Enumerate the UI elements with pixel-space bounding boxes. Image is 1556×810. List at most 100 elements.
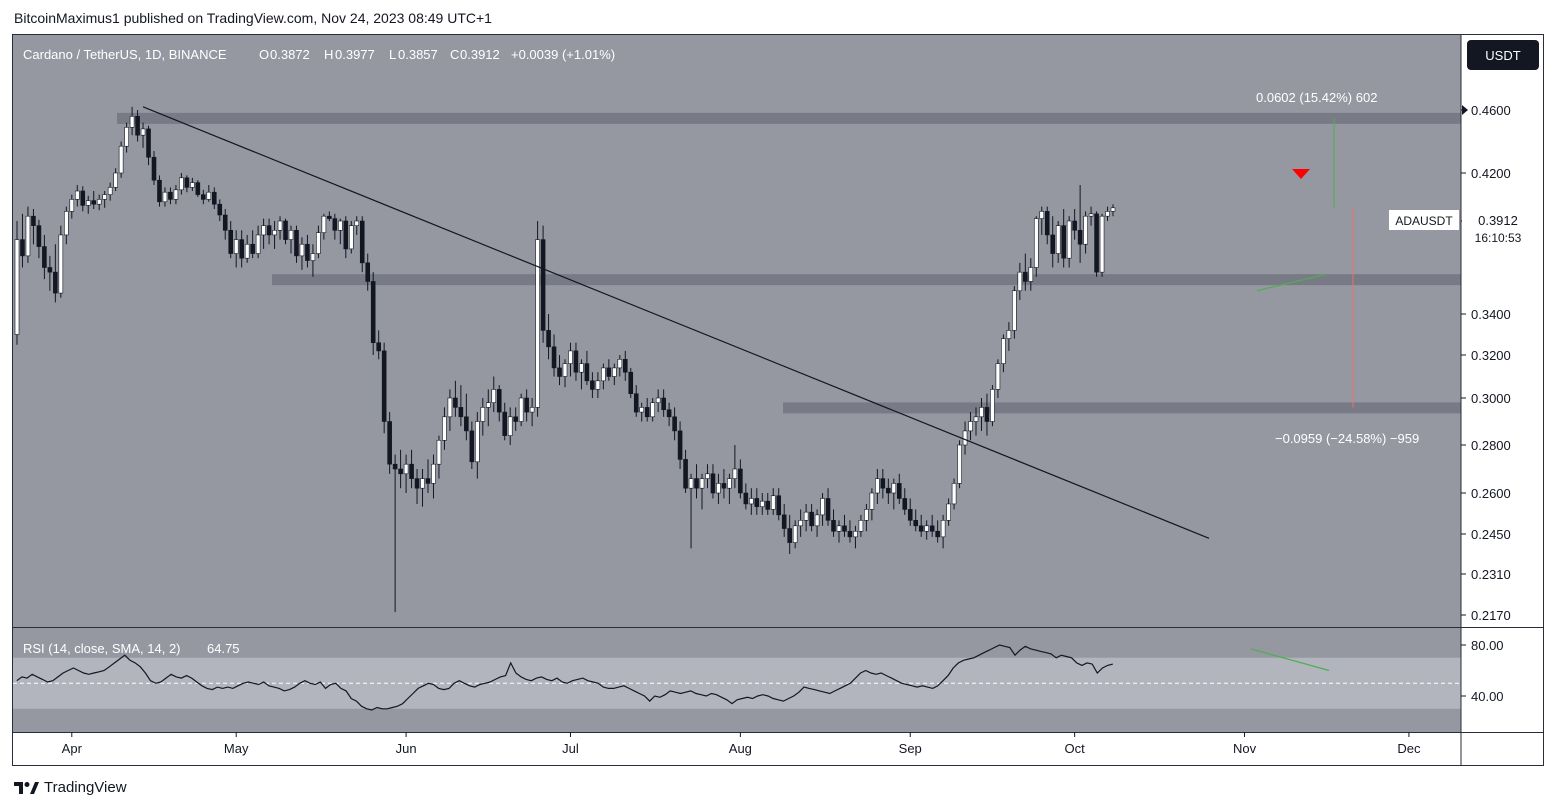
price-tick-label: 0.2450 bbox=[1471, 527, 1511, 542]
candle bbox=[529, 398, 535, 427]
candle bbox=[261, 218, 266, 249]
candle bbox=[425, 459, 431, 493]
candle bbox=[940, 514, 946, 549]
candle-body bbox=[612, 367, 617, 377]
candle-body bbox=[754, 498, 760, 507]
tradingview-logo-icon bbox=[14, 781, 39, 794]
candle bbox=[469, 421, 475, 469]
candle bbox=[842, 514, 847, 537]
candle bbox=[184, 175, 190, 193]
candle bbox=[151, 150, 157, 185]
candle-body bbox=[327, 215, 332, 219]
candle-body bbox=[387, 421, 392, 465]
candle-body bbox=[475, 421, 480, 463]
candle-body bbox=[792, 525, 798, 543]
candle-body bbox=[1001, 338, 1006, 364]
candle-body bbox=[288, 230, 294, 240]
time-tick-label: Apr bbox=[62, 741, 83, 756]
candlestick-chart[interactable]: 0.46000.42000.38000.34000.32000.30000.28… bbox=[13, 35, 1543, 765]
candle-body bbox=[233, 239, 239, 254]
candle-body bbox=[979, 407, 984, 418]
candle bbox=[211, 187, 217, 209]
candle bbox=[1105, 206, 1110, 221]
candle bbox=[935, 520, 940, 543]
candle bbox=[787, 514, 792, 554]
candle bbox=[442, 407, 447, 450]
candle bbox=[875, 469, 880, 504]
candle-body bbox=[1028, 267, 1034, 282]
candle-body bbox=[622, 358, 628, 373]
candle-body bbox=[31, 215, 36, 226]
candle-body bbox=[261, 225, 266, 236]
candle bbox=[579, 359, 584, 390]
candle bbox=[118, 141, 124, 178]
candle-body bbox=[283, 220, 288, 240]
candle-body bbox=[891, 483, 897, 494]
candle bbox=[321, 213, 327, 240]
candle bbox=[595, 372, 601, 398]
candle-body bbox=[168, 191, 173, 200]
candle bbox=[798, 509, 803, 537]
candle bbox=[738, 459, 743, 499]
candle bbox=[1094, 211, 1099, 277]
candle-body bbox=[924, 525, 929, 532]
candle bbox=[716, 473, 721, 504]
candle-body bbox=[968, 421, 973, 432]
candle-body bbox=[573, 350, 579, 373]
candle bbox=[765, 493, 771, 515]
candle bbox=[562, 359, 568, 388]
candle-body bbox=[162, 191, 168, 203]
candle bbox=[277, 216, 283, 240]
candle bbox=[891, 478, 897, 510]
candle-body bbox=[694, 478, 699, 489]
candle bbox=[283, 218, 288, 245]
time-tick-label: May bbox=[224, 741, 249, 756]
chart-frame[interactable]: 0.46000.42000.38000.34000.32000.30000.28… bbox=[12, 34, 1544, 766]
candle-body bbox=[738, 468, 743, 494]
candle bbox=[831, 509, 836, 537]
candle bbox=[359, 216, 365, 273]
candle bbox=[332, 213, 338, 240]
candle bbox=[453, 380, 458, 417]
candle-body bbox=[1033, 218, 1039, 268]
candle-body bbox=[190, 182, 195, 188]
candle bbox=[1006, 322, 1012, 351]
candle-body bbox=[442, 416, 447, 441]
candle bbox=[507, 407, 513, 445]
candle bbox=[683, 449, 688, 493]
candle bbox=[1083, 211, 1088, 254]
candle-body bbox=[1105, 211, 1110, 217]
candle-body bbox=[864, 509, 869, 521]
candle bbox=[864, 503, 869, 532]
candle-body bbox=[650, 402, 655, 418]
published-caption: BitcoinMaximus1 published on TradingView… bbox=[14, 10, 492, 26]
candle-body bbox=[699, 478, 705, 489]
candle bbox=[370, 272, 376, 355]
candle bbox=[338, 218, 343, 245]
price-tick-label: 0.2600 bbox=[1471, 486, 1511, 501]
footer-brand[interactable]: TradingView bbox=[14, 779, 127, 796]
currency-button[interactable]: USDT bbox=[1467, 40, 1539, 70]
price-tick-label: 0.2310 bbox=[1471, 567, 1511, 582]
candle-body bbox=[42, 246, 47, 268]
candle bbox=[688, 473, 694, 549]
candle-body bbox=[929, 525, 935, 532]
candle-body bbox=[74, 190, 80, 200]
candle-body bbox=[507, 416, 513, 436]
candle bbox=[518, 393, 524, 427]
candle bbox=[502, 402, 508, 441]
candle bbox=[902, 488, 908, 515]
candle-body bbox=[1077, 230, 1083, 245]
candle-body bbox=[239, 239, 244, 259]
candle bbox=[53, 244, 58, 303]
candle-body bbox=[211, 191, 217, 205]
candle bbox=[387, 412, 392, 474]
candle-body bbox=[485, 402, 491, 408]
candle bbox=[354, 216, 360, 235]
candle bbox=[754, 488, 760, 515]
candle-body bbox=[195, 182, 201, 195]
candle-body bbox=[814, 514, 820, 527]
candle-body bbox=[338, 220, 343, 231]
candle bbox=[36, 219, 42, 259]
candle-body bbox=[332, 218, 338, 231]
